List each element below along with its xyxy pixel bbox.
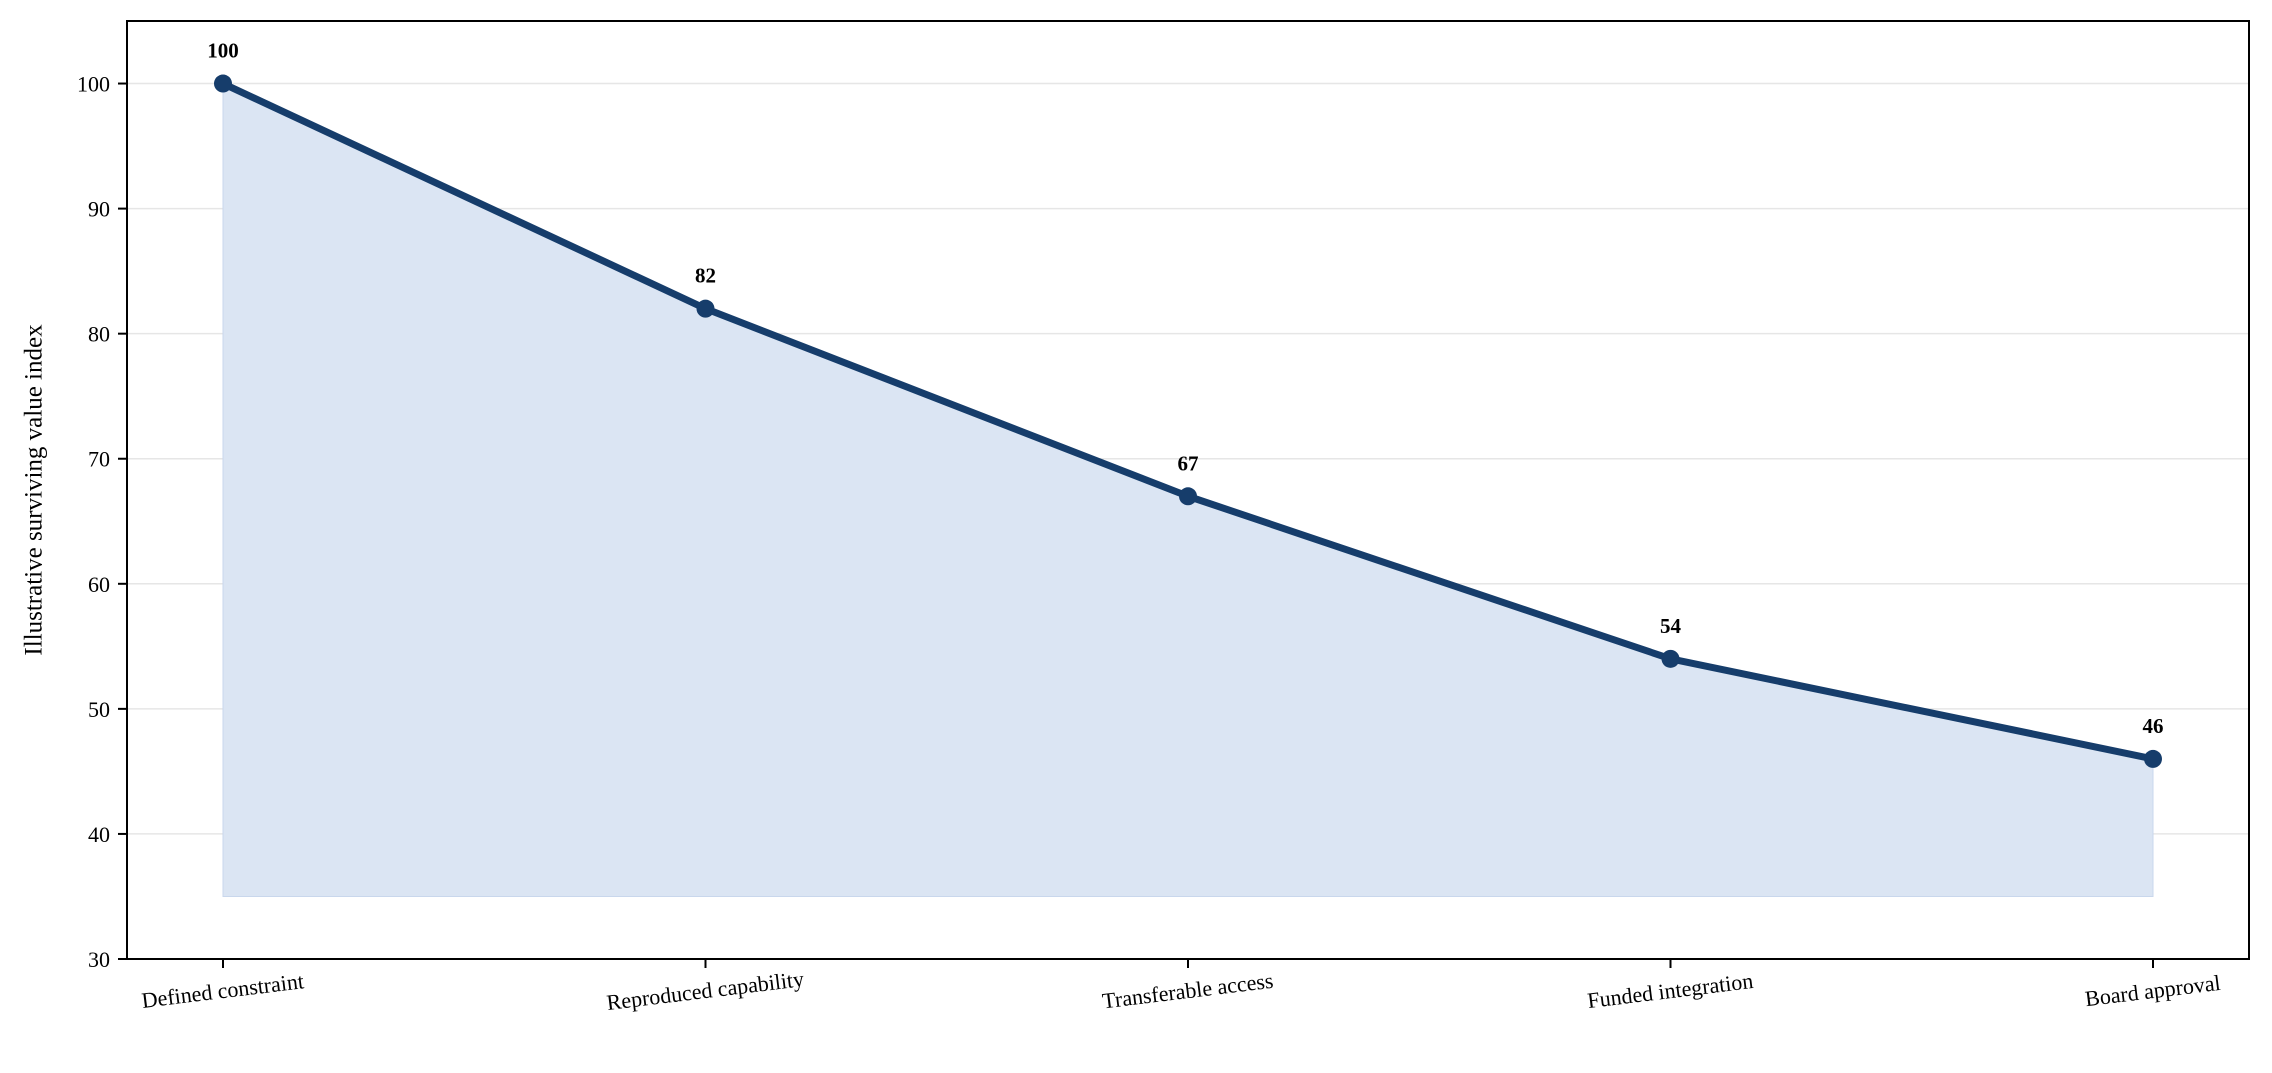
data-label: 46 (2143, 714, 2164, 738)
data-point (1179, 487, 1197, 506)
y-tick-label: 60 (88, 572, 110, 597)
data-point (696, 299, 715, 318)
data-point (1661, 649, 1680, 668)
data-point (2144, 749, 2162, 768)
x-tick-label: Defined constraint (140, 968, 305, 1013)
data-label: 54 (1660, 614, 1682, 638)
x-axis-ticks: Defined constraint Reproduced capability T… (140, 959, 2222, 1015)
data-point (214, 74, 232, 93)
y-tick-label: 80 (88, 322, 110, 347)
y-axis-ticks: 30 40 50 60 70 80 90 100 (77, 72, 127, 972)
x-tick-label: Funded integration (1586, 968, 1755, 1013)
y-tick-label: 100 (77, 72, 110, 97)
data-label: 82 (695, 264, 716, 288)
x-tick-label: Board approval (2084, 970, 2222, 1011)
y-tick-label: 90 (88, 197, 110, 222)
y-tick-label: 30 (88, 947, 110, 972)
data-label: 67 (1178, 451, 1199, 475)
data-labels: 100 82 67 54 46 (207, 39, 2163, 738)
y-axis-title: Illustrative surviving value index (21, 324, 48, 656)
data-label: 100 (207, 39, 239, 63)
x-tick-label: Reproduced capability (605, 966, 805, 1015)
y-tick-label: 40 (88, 822, 110, 847)
data-markers (214, 74, 2162, 768)
y-tick-label: 50 (88, 697, 110, 722)
y-tick-label: 70 (88, 447, 110, 472)
x-tick-label: Transferable access (1101, 968, 1275, 1014)
